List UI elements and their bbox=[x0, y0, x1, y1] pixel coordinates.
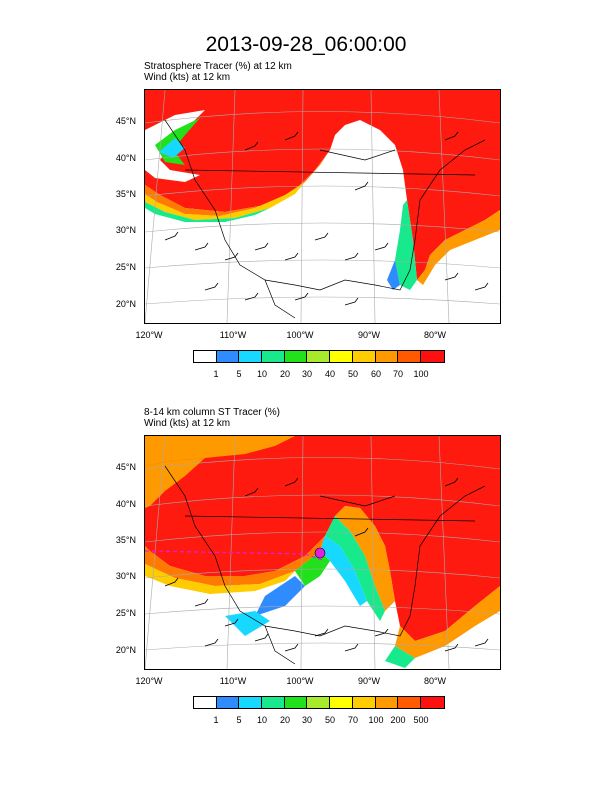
panel2-lat-label: 35°N bbox=[115, 535, 136, 545]
legend-swatch bbox=[420, 351, 444, 362]
panel2-subtitle-line2: Wind (kts) at 12 km bbox=[144, 418, 231, 429]
legend-swatch bbox=[262, 351, 285, 362]
legend-swatch bbox=[307, 351, 331, 362]
panel2-lon-label: 80°W bbox=[423, 676, 447, 686]
legend-label: 20 bbox=[279, 369, 290, 379]
panel1-color-legend bbox=[193, 350, 445, 363]
panel2-lon-label: 100°W bbox=[286, 676, 314, 686]
panel1-wind-barbs bbox=[164, 131, 489, 306]
legend-swatch bbox=[284, 351, 308, 362]
legend-swatch bbox=[216, 351, 240, 362]
panel1-subtitle: Stratosphere Tracer (%) at 12 km Wind (k… bbox=[144, 61, 292, 83]
panel1-map[interactable] bbox=[144, 89, 501, 324]
panel2-map[interactable] bbox=[144, 435, 501, 670]
legend-swatch bbox=[420, 697, 444, 708]
legend-swatch bbox=[398, 697, 421, 708]
legend-label: 100 bbox=[413, 369, 429, 379]
legend-swatch bbox=[194, 351, 217, 362]
panel1-lat-label: 25°N bbox=[115, 262, 136, 272]
legend-swatch bbox=[262, 697, 285, 708]
page-title: 2013-09-28_06:00:00 bbox=[205, 33, 407, 56]
legend-swatch bbox=[194, 697, 217, 708]
panel1-map-graphic bbox=[145, 90, 500, 323]
panel2-map-graphic bbox=[145, 436, 500, 669]
legend-label: 1 bbox=[213, 369, 219, 379]
legend-swatch bbox=[216, 697, 240, 708]
panel1-subtitle-line1: Stratosphere Tracer (%) at 12 km bbox=[144, 61, 292, 72]
panel1-lon-label: 100°W bbox=[286, 330, 314, 340]
legend-swatch bbox=[239, 697, 263, 708]
legend-label: 500 bbox=[413, 715, 429, 725]
panel1-lat-label: 45°N bbox=[115, 116, 136, 126]
legend-label: 5 bbox=[236, 369, 242, 379]
legend-label: 70 bbox=[347, 715, 358, 725]
legend-swatch bbox=[239, 351, 263, 362]
panel1-lat-label: 40°N bbox=[115, 153, 136, 163]
legend-swatch bbox=[375, 351, 399, 362]
panel2-lon-label: 110°W bbox=[219, 676, 247, 686]
panel1-lon-label: 80°W bbox=[423, 330, 447, 340]
legend-swatch bbox=[307, 697, 331, 708]
panel1-lon-label: 90°W bbox=[357, 330, 381, 340]
legend-swatch bbox=[352, 697, 376, 708]
panel2-wind-barbs bbox=[164, 477, 489, 652]
legend-swatch bbox=[375, 697, 399, 708]
panel1-lat-label: 20°N bbox=[115, 299, 136, 309]
panel1-lon-label: 120°W bbox=[135, 330, 163, 340]
legend-swatch bbox=[352, 351, 376, 362]
legend-label: 30 bbox=[301, 369, 312, 379]
panel2-subtitle: 8-14 km column ST Tracer (%) Wind (kts) … bbox=[144, 407, 280, 429]
panel2-lat-label: 40°N bbox=[115, 499, 136, 509]
legend-swatch bbox=[284, 697, 308, 708]
panel2-lat-label: 25°N bbox=[115, 608, 136, 618]
panel2-subtitle-line1: 8-14 km column ST Tracer (%) bbox=[144, 407, 280, 418]
panel2-lon-label: 90°W bbox=[357, 676, 381, 686]
legend-label: 60 bbox=[370, 369, 381, 379]
legend-label: 50 bbox=[347, 369, 358, 379]
legend-label: 1 bbox=[213, 715, 219, 725]
legend-label: 10 bbox=[256, 715, 267, 725]
legend-label: 5 bbox=[236, 715, 242, 725]
panel2-lon-label: 120°W bbox=[135, 676, 163, 686]
legend-label: 10 bbox=[256, 369, 267, 379]
legend-swatch bbox=[330, 351, 353, 362]
legend-label: 100 bbox=[368, 715, 384, 725]
panel2-lat-label: 45°N bbox=[115, 462, 136, 472]
legend-label: 40 bbox=[324, 369, 335, 379]
legend-label: 50 bbox=[324, 715, 335, 725]
panel2-lat-label: 30°N bbox=[115, 571, 136, 581]
legend-swatch bbox=[398, 351, 421, 362]
legend-label: 70 bbox=[392, 369, 403, 379]
panel2-color-legend bbox=[193, 696, 445, 709]
panel1-lon-label: 110°W bbox=[219, 330, 247, 340]
legend-label: 20 bbox=[279, 715, 290, 725]
panel1-lat-label: 35°N bbox=[115, 189, 136, 199]
legend-swatch bbox=[330, 697, 353, 708]
legend-label: 200 bbox=[390, 715, 406, 725]
panel2-lat-label: 20°N bbox=[115, 645, 136, 655]
panel1-lat-label: 30°N bbox=[115, 225, 136, 235]
legend-label: 30 bbox=[301, 715, 312, 725]
panel1-subtitle-line2: Wind (kts) at 12 km bbox=[144, 72, 231, 83]
